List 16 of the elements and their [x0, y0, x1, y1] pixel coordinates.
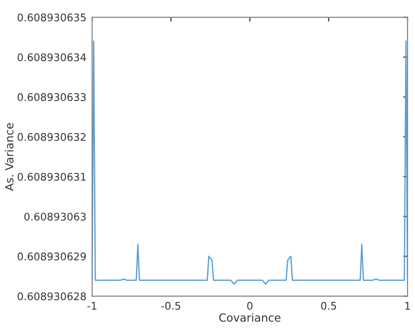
y-tick-label: 0.608930634 — [18, 53, 86, 62]
x-tick-label: 0.5 — [321, 302, 336, 310]
line-series — [92, 40, 408, 285]
y-tick-label: 0.608930628 — [18, 292, 86, 300]
y-axis-title: As. Variance — [4, 123, 14, 191]
y-tick-label: 0.608930635 — [18, 13, 86, 22]
y-tick-label: 0.608930633 — [18, 93, 86, 102]
x-tick-label: 1 — [405, 302, 410, 310]
y-tick-label: 0.608930629 — [18, 252, 86, 260]
x-axis-title: Covariance — [219, 313, 280, 322]
y-tick-label: 0.608930632 — [18, 133, 86, 141]
x-tick-label: 0 — [247, 302, 252, 310]
y-tick-label: 0.608930631 — [18, 172, 86, 181]
x-tick-label: -1 — [87, 302, 96, 310]
x-tick-label: -0.5 — [161, 302, 180, 310]
y-tick-label: 0.60893063 — [24, 212, 86, 221]
